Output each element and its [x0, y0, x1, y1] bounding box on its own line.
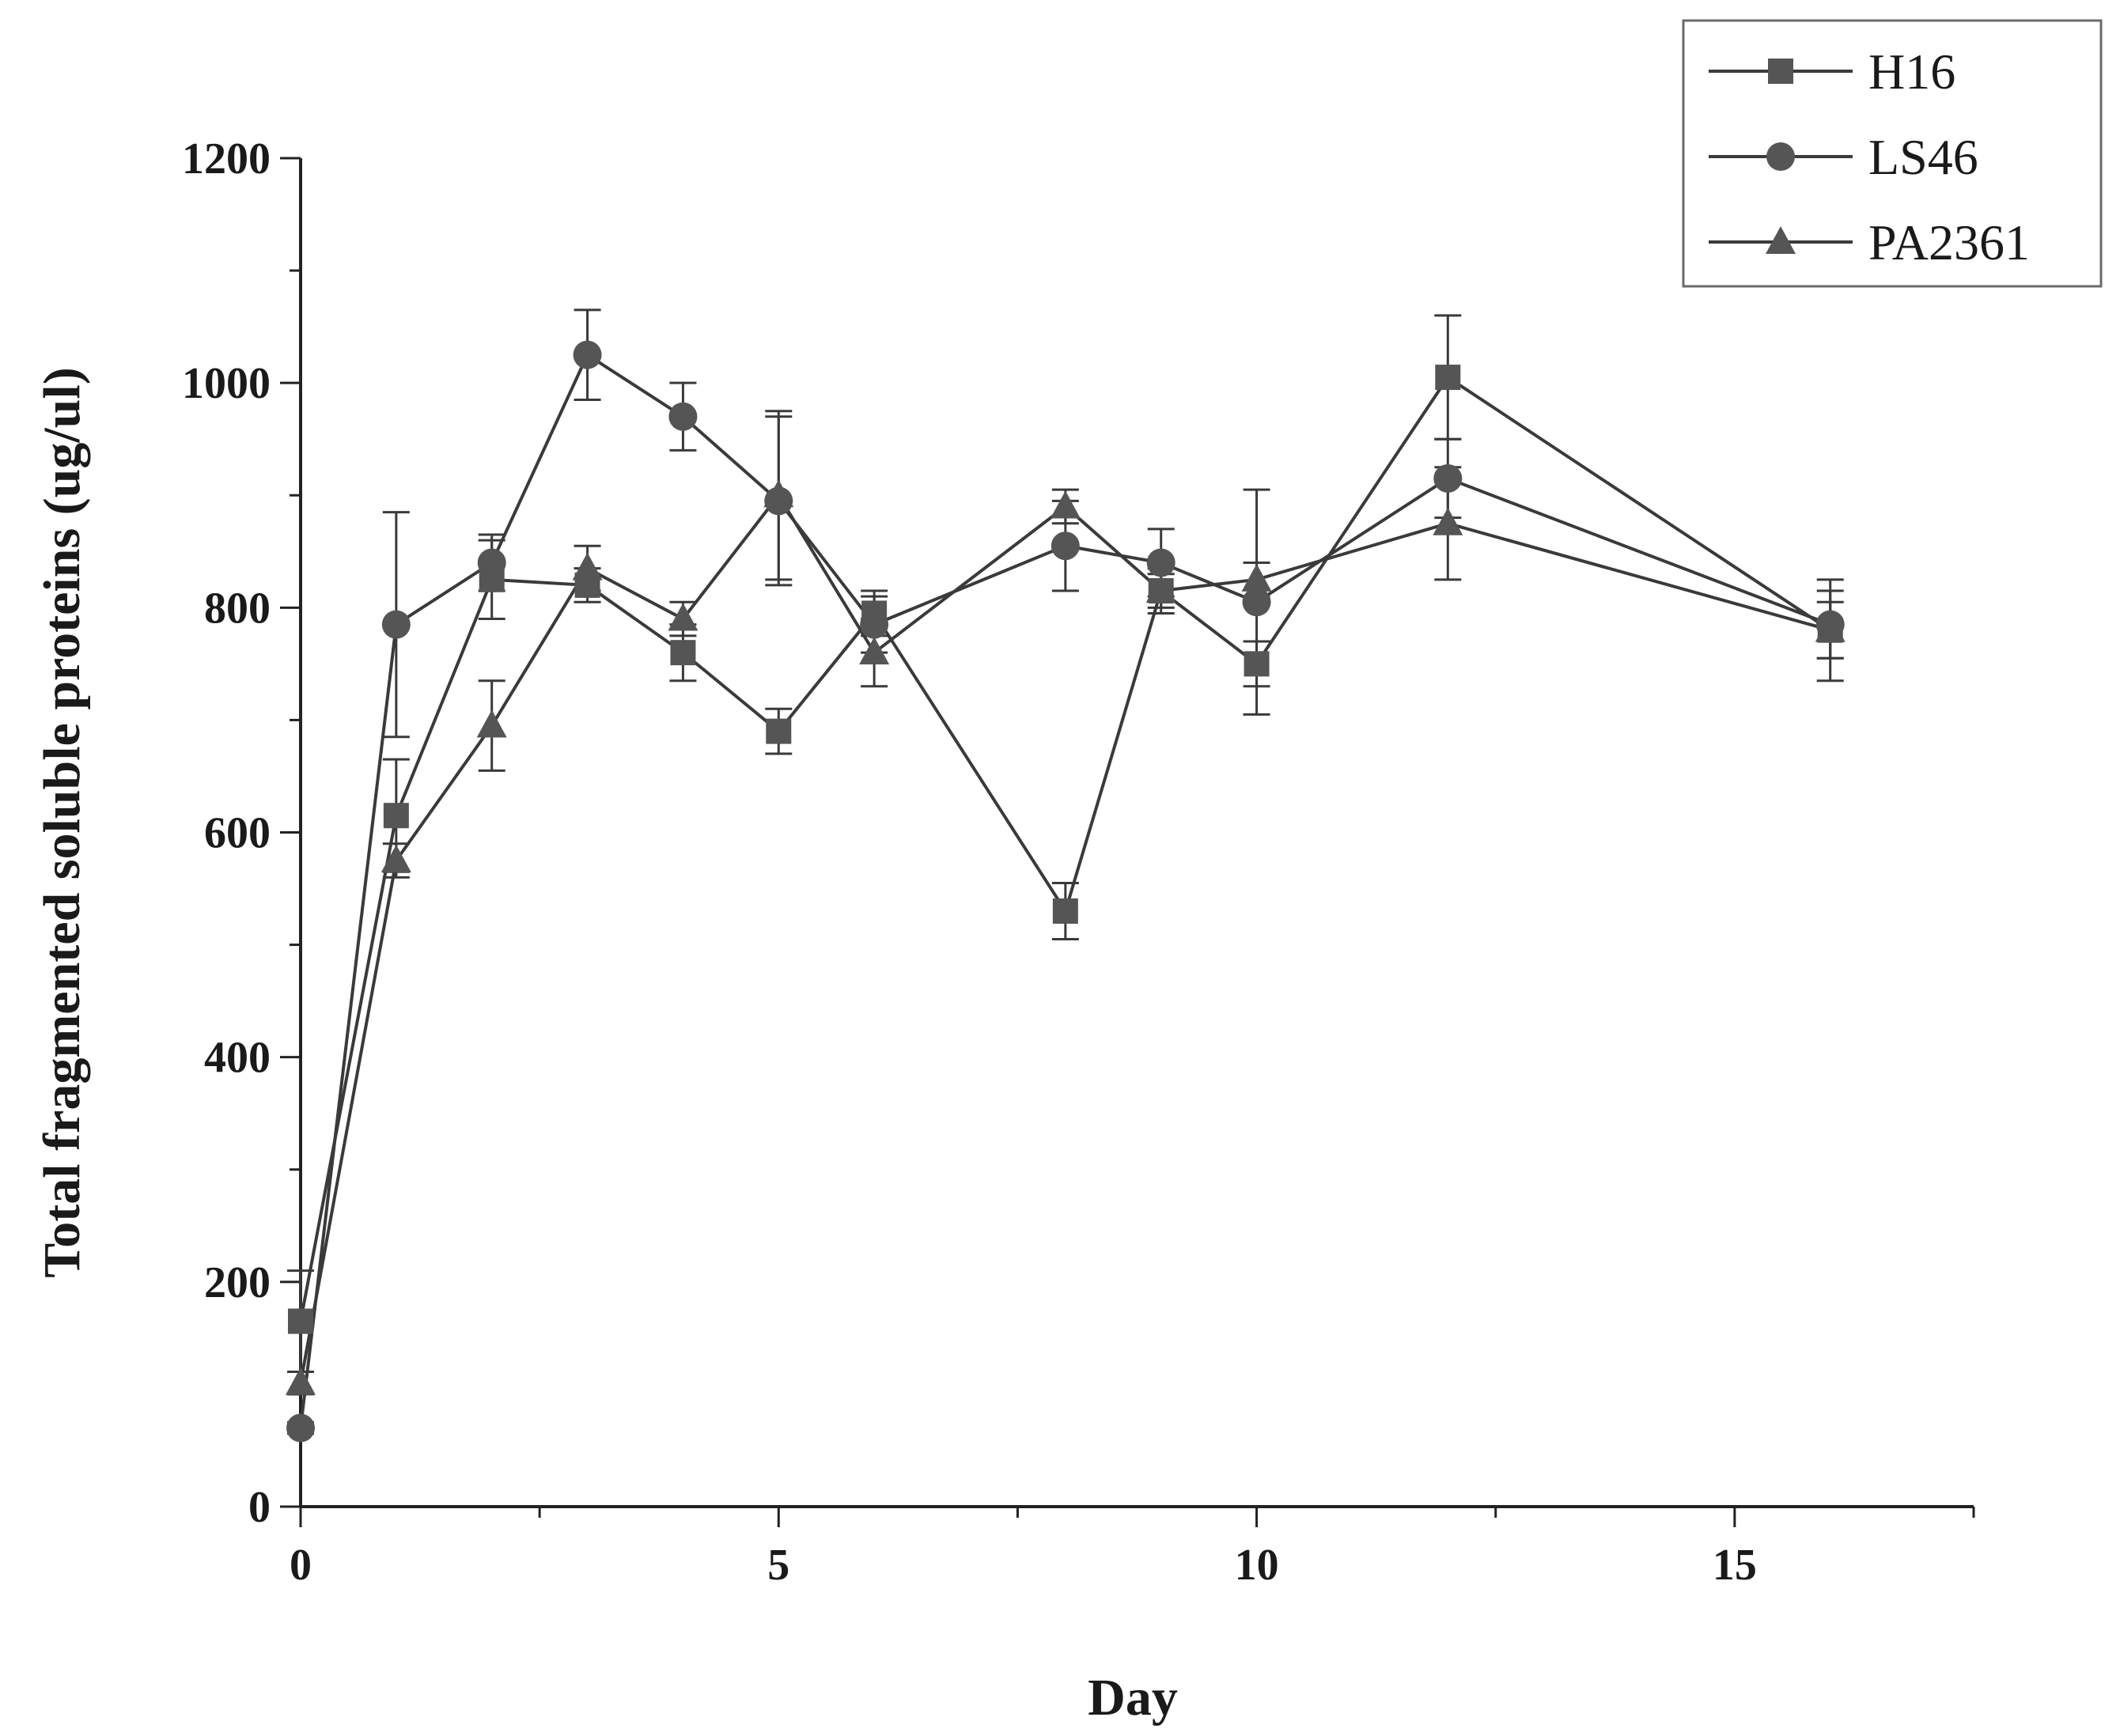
x-tick-label: 0 — [290, 1541, 312, 1590]
data-point-ls46 — [1051, 531, 1080, 561]
series-line-h16 — [299, 375, 1831, 1322]
data-point-ls46 — [381, 610, 411, 639]
data-point-pa2361 — [1241, 563, 1272, 592]
legend-marker-ls46 — [1766, 142, 1795, 171]
data-point-pa2361 — [668, 603, 698, 631]
y-tick-label: 1000 — [182, 359, 271, 408]
legend-items — [1709, 59, 1853, 254]
data-point-ls46 — [1146, 548, 1175, 577]
error-bars — [287, 308, 1844, 1435]
data-point-h16 — [1244, 651, 1270, 677]
data-point-ls46 — [286, 1413, 315, 1443]
data-point-pa2361 — [1433, 507, 1463, 535]
data-point-pa2361 — [476, 709, 507, 738]
x-axis-title: Day — [1088, 1669, 1178, 1727]
ticks: 0 200 400 600 800 1000 1200 0 5 10 15 — [182, 134, 1975, 1590]
legend-marker-pa2361 — [1766, 226, 1796, 254]
legend-box — [1682, 19, 2103, 288]
y-tick-label: 800 — [204, 584, 271, 633]
data-point-pa2361 — [1145, 575, 1176, 603]
y-tick-label: 400 — [204, 1034, 271, 1083]
y-tick-label: 600 — [204, 809, 271, 858]
data-point-h16 — [383, 803, 409, 829]
data-point-pa2361 — [763, 479, 794, 508]
y-tick-label: 1200 — [182, 134, 271, 183]
series-line-ls46 — [299, 352, 1831, 1428]
y-tick-label: 200 — [204, 1258, 271, 1307]
data-point-pa2361 — [859, 637, 890, 665]
data-point-pa2361 — [286, 1367, 316, 1395]
legend: H16 LS46 PA2361 — [1682, 19, 2103, 288]
data-point-ls46 — [477, 548, 506, 577]
data-point-h16 — [766, 718, 792, 744]
legend-label-ls46: LS46 — [1868, 129, 1978, 185]
y-axis-title: Total fragmented soluble proteins (ug/ul… — [33, 367, 91, 1277]
x-tick-label: 15 — [1713, 1541, 1757, 1590]
data-point-h16 — [1052, 898, 1078, 924]
axes — [299, 158, 1974, 1508]
series-lines — [299, 352, 1831, 1428]
legend-label-pa2361: PA2361 — [1868, 214, 2030, 270]
data-point-ls46 — [1242, 588, 1271, 617]
data-point-h16 — [670, 640, 696, 666]
data-point-pa2361 — [572, 552, 603, 581]
data-point-ls46 — [668, 402, 698, 431]
data-point-ls46 — [1433, 463, 1463, 493]
data-point-pa2361 — [1050, 490, 1081, 519]
data-point-pa2361 — [1815, 614, 1846, 642]
data-point-h16 — [288, 1308, 313, 1334]
data-point-pa2361 — [380, 845, 411, 873]
x-tick-label: 10 — [1235, 1541, 1279, 1590]
x-tick-label: 5 — [767, 1541, 789, 1590]
series-line-pa2361 — [299, 492, 1831, 1384]
series-markers — [286, 340, 1846, 1443]
y-tick-label: 0 — [248, 1483, 271, 1532]
data-point-ls46 — [860, 610, 889, 639]
legend-marker-h16 — [1768, 59, 1793, 84]
data-point-h16 — [1435, 365, 1461, 391]
legend-label-h16: H16 — [1868, 43, 1955, 100]
data-point-ls46 — [573, 340, 602, 369]
